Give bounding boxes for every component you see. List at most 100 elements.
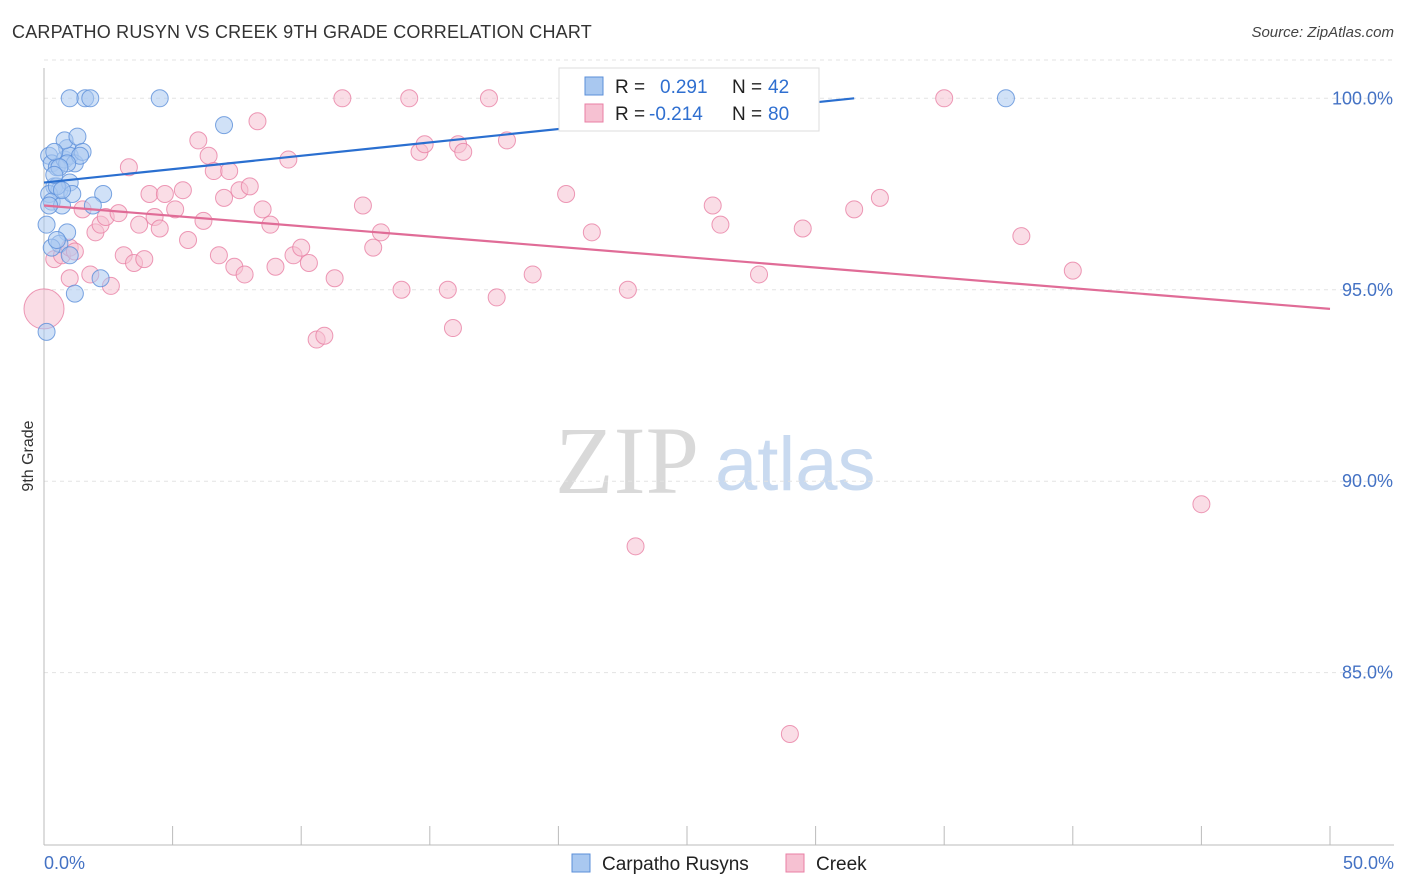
data-point [215, 116, 234, 135]
data-point [299, 253, 318, 272]
data-point [179, 230, 198, 249]
data-point [173, 181, 192, 200]
y-tick-labels: 85.0% 90.0% 95.0% 100.0% [1332, 88, 1393, 682]
watermark-atlas: atlas [715, 422, 876, 507]
x-tick-label-max: 50.0% [1343, 853, 1394, 873]
series-legend: Carpatho Rusyns Creek [571, 853, 867, 875]
bottom-swatch-carpatho [571, 853, 591, 873]
x-tick-label-min: 0.0% [44, 853, 85, 873]
y-tick-label: 100.0% [1332, 88, 1393, 108]
stats-legend: R = 0.291 N = 42 R = -0.214 N = 80 [558, 67, 820, 132]
data-point [53, 181, 72, 200]
y-tick-label: 90.0% [1342, 471, 1393, 491]
data-point [1012, 227, 1031, 246]
legend-n-value-1: 42 [768, 77, 789, 98]
data-point [935, 89, 954, 108]
data-point [443, 319, 462, 338]
data-point [240, 177, 259, 196]
legend-r-value-1: 0.291 [660, 77, 708, 98]
legend-r-label-2: R = [615, 104, 645, 125]
data-point [618, 280, 637, 299]
data-point [68, 127, 87, 146]
data-point [248, 112, 267, 131]
y-tick-label: 95.0% [1342, 280, 1393, 300]
data-point [45, 165, 64, 184]
data-point [1192, 495, 1211, 514]
chart-source: Source: ZipAtlas.com [1251, 24, 1394, 41]
data-point [130, 215, 149, 234]
data-point [23, 288, 65, 330]
data-point [37, 322, 56, 341]
data-point [60, 246, 79, 265]
data-point [626, 537, 645, 556]
data-point [220, 162, 239, 181]
data-point [150, 89, 169, 108]
data-point [392, 280, 411, 299]
data-point [81, 89, 100, 108]
data-point [209, 246, 228, 265]
legend-swatch-carpatho [584, 76, 604, 96]
watermark-zip: ZIP [555, 407, 699, 514]
bottom-swatch-creek [785, 853, 805, 873]
y-tick-label: 85.0% [1342, 663, 1393, 683]
data-point [292, 238, 311, 257]
data-point [793, 219, 812, 238]
data-point [557, 185, 576, 204]
data-point [60, 89, 79, 108]
data-point [37, 215, 56, 234]
legend-n-value-2: 80 [768, 104, 789, 125]
data-point [479, 89, 498, 108]
legend-r-value-2: -0.214 [649, 104, 703, 125]
data-point [487, 288, 506, 307]
data-point [438, 280, 457, 299]
data-point [94, 185, 113, 204]
data-point [166, 200, 185, 219]
data-point [155, 185, 174, 204]
data-point [253, 200, 272, 219]
data-point [119, 158, 138, 177]
data-point [83, 196, 102, 215]
data-point [279, 150, 298, 169]
data-point [845, 200, 864, 219]
data-point [400, 89, 419, 108]
data-point [135, 250, 154, 269]
y-axis-label: 9th Grade [20, 420, 37, 491]
data-point [364, 238, 383, 257]
data-points [23, 89, 1211, 743]
data-point [582, 223, 601, 242]
data-point [703, 196, 722, 215]
data-point [47, 230, 66, 249]
data-point [454, 142, 473, 161]
legend-n-label-1: N = [732, 77, 762, 98]
data-point [870, 188, 889, 207]
grid-lines [44, 59, 1394, 674]
legend-r-label-1: R = [615, 77, 645, 98]
data-point [1063, 261, 1082, 280]
bottom-legend-creek: Creek [816, 854, 867, 875]
data-point [189, 131, 208, 150]
data-point [325, 269, 344, 288]
data-point [523, 265, 542, 284]
data-point [996, 89, 1015, 108]
data-point [65, 284, 84, 303]
chart-title: CARPATHO RUSYN VS CREEK 9TH GRADE CORREL… [12, 22, 592, 42]
data-point [333, 89, 352, 108]
data-point [315, 326, 334, 345]
data-point [91, 269, 110, 288]
data-point [215, 188, 234, 207]
data-point [497, 131, 516, 150]
data-point [109, 204, 128, 223]
data-point [266, 257, 285, 276]
data-point [780, 724, 799, 743]
data-point [353, 196, 372, 215]
data-point [750, 265, 769, 284]
data-point [150, 219, 169, 238]
data-point [199, 146, 218, 165]
data-point [194, 211, 213, 230]
legend-n-label-2: N = [732, 104, 762, 125]
data-point [60, 269, 79, 288]
data-point [711, 215, 730, 234]
bottom-legend-carpatho: Carpatho Rusyns [602, 854, 749, 875]
x-ticks [43, 826, 1331, 845]
